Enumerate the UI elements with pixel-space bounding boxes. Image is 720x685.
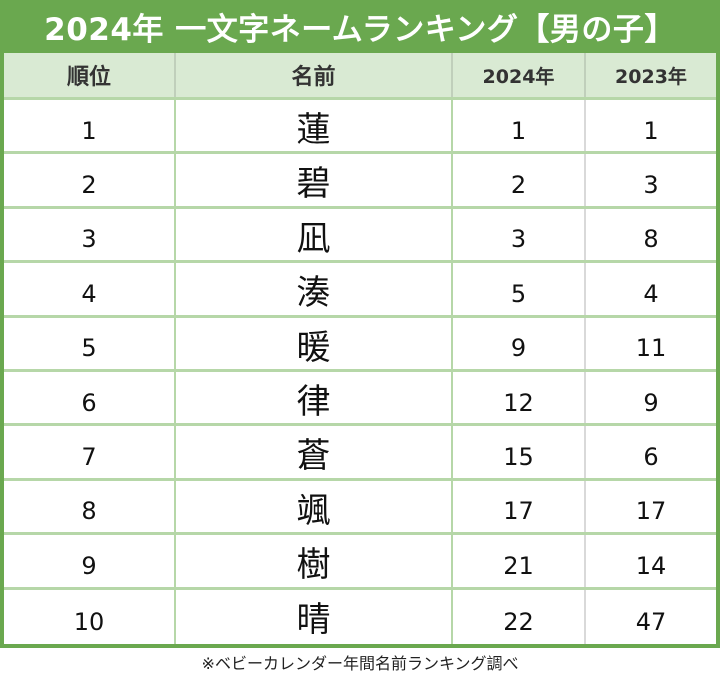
rank-2024-cell: 15 <box>453 426 586 478</box>
footnote: ※ベビーカレンダー年間名前ランキング調べ <box>201 654 519 673</box>
rank-cell: 6 <box>4 372 176 424</box>
name-cell: 暖 <box>176 317 453 369</box>
rank-2023-cell: 9 <box>643 388 659 417</box>
rank-2023-cell: 1 <box>643 116 659 145</box>
table-row: 7 蒼 15 6 <box>4 426 716 481</box>
name-cell: 蒼 <box>176 426 453 478</box>
table-header: 順位 名前 2024年 2023年 <box>4 53 716 100</box>
name-cell: 碧 <box>176 154 453 206</box>
name-cell: 湊 <box>176 263 453 315</box>
rank-2023-cell: 4 <box>643 279 659 308</box>
rank-2024-cell: 2 <box>453 154 586 206</box>
table-row: 8 颯 17 17 <box>4 480 716 536</box>
rank-2024-cell: 1 <box>453 100 586 152</box>
rank-2024-cell: 17 <box>453 480 586 533</box>
name-cell: 蓮 <box>176 100 453 152</box>
rank-cell: 9 <box>4 535 176 587</box>
rank-2024-cell: 9 <box>453 317 586 369</box>
rank-2023-cell: 11 <box>635 334 667 363</box>
name-cell: 颯 <box>176 480 453 533</box>
rank-cell: 3 <box>4 208 176 261</box>
rank-2024-cell: 12 <box>453 372 586 424</box>
rank-cell: 5 <box>4 317 176 369</box>
rank-2024-cell: 22 <box>453 589 586 644</box>
name-cell: 晴 <box>176 589 453 644</box>
rank-2024-cell: 21 <box>453 535 586 587</box>
rank-cell: 4 <box>4 263 176 315</box>
rank-cell: 1 <box>4 100 176 152</box>
table-row: 9 樹 21 14 <box>4 535 716 590</box>
rank-2023-cell: 14 <box>635 551 667 580</box>
rank-2024-cell: 3 <box>453 208 586 261</box>
name-cell: 律 <box>176 372 453 424</box>
rank-2023-cell: 8 <box>643 225 659 254</box>
rank-cell: 7 <box>4 426 176 478</box>
rank-2023-cell: 17 <box>635 497 667 526</box>
rank-2024-cell: 5 <box>453 263 586 315</box>
table-row: 5 暖 9 11 <box>4 317 716 372</box>
ranking-frame: 2024年 一文字ネームランキング【男の子】 順位 名前 2024年 2023年… <box>0 0 720 648</box>
header-2023: 2023年 <box>615 65 687 88</box>
name-cell: 樹 <box>176 535 453 587</box>
ranking-table: 順位 名前 2024年 2023年 1 蓮 1 1 2 碧 2 3 3 凪 3 8 4 湊 5 4 5 暖 9 11 6… <box>4 53 716 644</box>
table-row: 6 律 12 9 <box>4 372 716 427</box>
header-2024: 2024年 <box>453 53 586 97</box>
rank-cell: 10 <box>4 589 176 644</box>
rank-cell: 2 <box>4 154 176 206</box>
rank-2023-cell: 3 <box>643 171 659 200</box>
rank-cell: 8 <box>4 480 176 533</box>
table-row: 10 晴 22 47 <box>4 589 716 644</box>
rank-2023-cell: 47 <box>635 607 667 636</box>
header-rank: 順位 <box>4 53 176 97</box>
rank-2023-cell: 6 <box>643 443 659 472</box>
name-cell: 凪 <box>176 208 453 261</box>
page-title: 2024年 一文字ネームランキング【男の子】 <box>44 12 676 48</box>
header-name: 名前 <box>176 53 453 97</box>
